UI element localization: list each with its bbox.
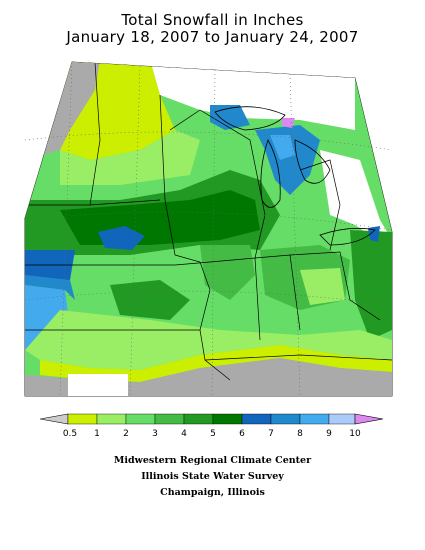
legend-swatch-10 [328, 413, 356, 425]
legend-swatch-over [354, 413, 384, 425]
legend-tick: 5 [210, 429, 216, 439]
legend-swatch-9 [299, 413, 330, 425]
legend-tick: 9 [326, 429, 332, 439]
legend-swatch-8 [270, 413, 301, 425]
map-title: Total Snowfall in Inches [121, 11, 304, 29]
credit-center: Midwestern Regional Climate Center [113, 455, 312, 466]
legend-tick: 10 [349, 429, 361, 439]
map-date-range: January 18, 2007 to January 24, 2007 [66, 28, 359, 46]
legend-swatch-1 [67, 413, 98, 425]
legend-swatch-5 [183, 413, 214, 425]
legend-tick: 3 [152, 429, 158, 439]
legend-tick: 6 [239, 429, 245, 439]
snowfall-shading [25, 62, 392, 396]
legend-tick: 8 [297, 429, 303, 439]
legend-tick: 7 [268, 429, 274, 439]
legend-swatch-4 [154, 413, 185, 425]
legend-tick: 2 [123, 429, 129, 439]
legend-swatch-under [39, 413, 69, 425]
legend-swatch-6 [212, 413, 243, 425]
credit-survey: Illinois State Water Survey [141, 471, 284, 482]
legend-tick: 1 [94, 429, 100, 439]
state-boundaries [25, 62, 392, 381]
legend-swatch-3 [125, 413, 156, 425]
latlon-grid [24, 61, 393, 397]
legend-swatch-7 [241, 413, 272, 425]
legend-tick: 4 [181, 429, 187, 439]
legend-tick: 0.5 [63, 429, 77, 439]
credit-location: Champaign, Illinois [160, 487, 265, 498]
great-lakes-outline [214, 106, 376, 246]
legend-swatch-2 [96, 413, 127, 425]
